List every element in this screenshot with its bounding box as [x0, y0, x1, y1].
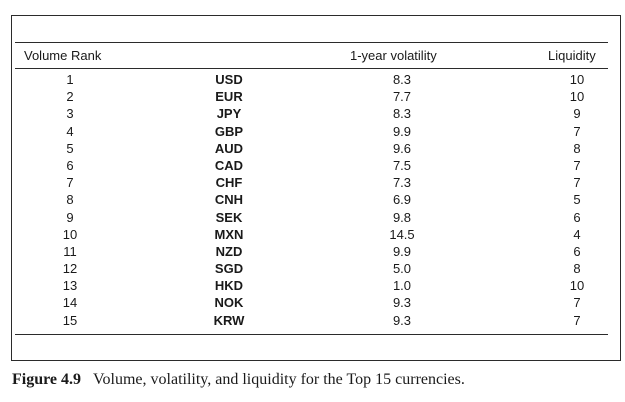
liquidity-cell: 6: [573, 243, 581, 259]
rank-cell: 2: [66, 89, 74, 105]
table-row: 14 NOK 9.3 7: [0, 294, 625, 311]
currency-cell: MXN: [214, 226, 244, 242]
table-row: 7 CHF 7.3 7: [0, 174, 625, 191]
table-row: 5 AUD 9.6 8: [0, 140, 625, 157]
liquidity-cell: 9: [573, 106, 581, 122]
currency-cell: SGD: [214, 261, 244, 277]
table-top-rule: [15, 42, 608, 43]
currency-cell: GBP: [214, 123, 244, 139]
currency-cell: JPY: [216, 106, 242, 122]
rank-cell: 13: [62, 278, 78, 294]
volatility-cell: 8.3: [392, 72, 412, 87]
table-row: 10 MXN 14.5 4: [0, 226, 625, 243]
currency-cell: NOK: [214, 295, 244, 311]
caption-label: Figure 4.9: [12, 371, 82, 388]
currency-cell: USD: [215, 72, 243, 87]
table-row: 11 NZD 9.9 6: [0, 243, 625, 260]
currency-cell: CHF: [215, 175, 243, 191]
currency-cell: CAD: [214, 157, 244, 173]
table-row: 13 HKD 1.0 10: [0, 277, 625, 294]
volatility-cell: 7.3: [392, 175, 412, 191]
figure-caption: Figure 4.9 Volume, volatility, and liquid…: [12, 370, 465, 390]
table-row: 12 SGD 5.0 8: [0, 260, 625, 277]
table-row: 4 GBP 9.9 7: [0, 123, 625, 140]
currency-cell: HKD: [214, 278, 244, 294]
liquidity-cell: 10: [569, 72, 585, 87]
liquidity-cell: 6: [573, 209, 581, 225]
liquidity-cell: 4: [573, 226, 581, 242]
rank-cell: 3: [66, 106, 74, 122]
rank-cell: 9: [66, 209, 74, 225]
currency-cell: SEK: [215, 209, 243, 225]
table-body: 1 USD 8.3 10 2 EUR 7.7 10 3 JPY 8.3 9 4 GBP 9.9 7 5 AUD 9.…: [0, 71, 625, 329]
table-row: 3 JPY 8.3 9: [0, 105, 625, 122]
volatility-cell: 14.5: [389, 226, 415, 242]
volatility-cell: 9.6: [392, 140, 412, 156]
volatility-cell: 5.0: [392, 261, 412, 277]
volatility-cell: 9.9: [392, 123, 412, 139]
liquidity-cell: 5: [573, 192, 581, 208]
volatility-cell: 6.9: [392, 192, 412, 208]
liquidity-cell: 8: [573, 140, 581, 156]
currency-cell: EUR: [215, 89, 243, 105]
liquidity-cell: 10: [569, 278, 585, 294]
rank-cell: 14: [62, 295, 78, 311]
volatility-cell: 1.0: [392, 278, 412, 294]
rank-cell: 10: [62, 226, 78, 242]
currency-cell: NZD: [215, 243, 243, 259]
caption-text: Volume, volatility, and liquidity for th…: [93, 371, 465, 388]
rank-cell: 12: [62, 261, 78, 277]
liquidity-cell: 7: [573, 123, 581, 139]
rank-cell: 7: [66, 175, 74, 191]
table-bottom-rule: [15, 334, 608, 335]
currency-cell: CNH: [214, 192, 244, 208]
table-header-rule: [15, 68, 608, 69]
currency-cell: KRW: [213, 312, 245, 328]
liquidity-cell: 7: [573, 157, 581, 173]
rank-cell: 11: [63, 243, 77, 259]
volatility-cell: 9.3: [392, 295, 412, 311]
volatility-cell: 9.3: [392, 312, 412, 328]
liquidity-cell: 7: [573, 295, 581, 311]
table-row: 6 CAD 7.5 7: [0, 157, 625, 174]
volatility-cell: 7.5: [392, 157, 412, 173]
volatility-cell: 7.7: [392, 89, 412, 105]
volatility-cell: 9.8: [392, 209, 412, 225]
volatility-cell: 9.9: [392, 243, 412, 259]
rank-cell: 8: [66, 192, 74, 208]
rank-cell: 6: [66, 157, 74, 173]
table-row: 2 EUR 7.7 10: [0, 88, 625, 105]
liquidity-cell: 10: [569, 89, 585, 105]
liquidity-cell: 7: [573, 175, 581, 191]
header-volume-rank: Volume Rank: [24, 48, 102, 63]
header-liquidity: Liquidity: [548, 48, 596, 63]
rank-cell: 5: [66, 140, 74, 156]
header-volatility: 1-year volatility: [350, 48, 437, 63]
volatility-cell: 8.3: [392, 106, 412, 122]
rank-cell: 1: [66, 72, 74, 87]
table-row: 1 USD 8.3 10: [0, 71, 625, 88]
table-row: 8 CNH 6.9 5: [0, 191, 625, 208]
liquidity-cell: 7: [573, 312, 581, 328]
figure-frame: [11, 15, 621, 361]
table-row: 15 KRW 9.3 7: [0, 312, 625, 329]
rank-cell: 4: [66, 123, 74, 139]
table-row: 9 SEK 9.8 6: [0, 209, 625, 226]
liquidity-cell: 8: [573, 261, 581, 277]
currency-cell: AUD: [214, 140, 244, 156]
rank-cell: 15: [62, 312, 78, 328]
